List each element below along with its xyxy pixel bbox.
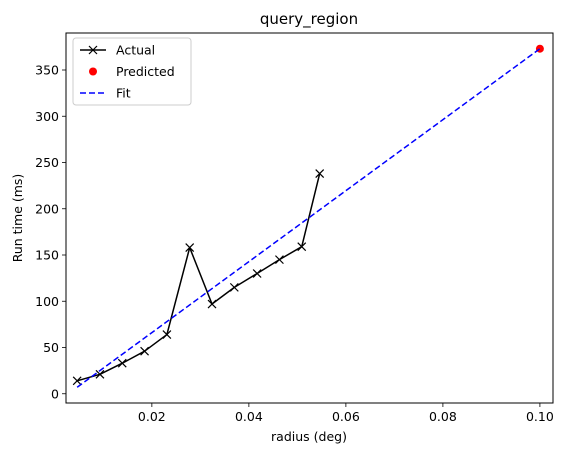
legend-marker — [88, 45, 98, 55]
actual-point — [140, 346, 150, 356]
y-tick-label: 200 — [35, 201, 59, 216]
actual-point — [72, 376, 82, 386]
marker-stroke — [252, 269, 262, 278]
x-tick-label: 0.04 — [235, 409, 263, 424]
marker-stroke — [229, 282, 239, 292]
x-tick-label: 0.02 — [138, 409, 166, 424]
actual-point — [207, 299, 217, 309]
legend-label: Actual — [116, 43, 155, 58]
marker-stroke — [117, 358, 127, 368]
marker-stroke — [95, 369, 105, 379]
y-tick-label: 50 — [43, 340, 59, 355]
marker-stroke — [315, 169, 325, 179]
plot-frame — [65, 32, 554, 404]
marker-stroke — [88, 45, 98, 55]
chart-title: query_region — [260, 10, 358, 29]
actual-point — [252, 269, 262, 278]
marker-stroke — [207, 299, 217, 309]
y-tick-label: 0 — [51, 386, 59, 401]
x-tick-label: 0.10 — [526, 409, 554, 424]
actual-point — [185, 243, 195, 253]
legend-item: Predicted — [89, 64, 175, 79]
legend-swatch-predicted — [89, 67, 97, 76]
actual-point — [229, 282, 239, 292]
marker-stroke — [162, 330, 172, 339]
fit-line — [76, 48, 541, 388]
actual-point — [117, 358, 127, 368]
y-tick-label: 150 — [35, 248, 59, 263]
y-axis-label: Run time (ms) — [10, 174, 25, 263]
actual-point — [275, 255, 284, 265]
actual-line — [76, 173, 321, 382]
marker-stroke — [140, 346, 150, 356]
legend-item: Actual — [80, 43, 155, 58]
legend-label: Fit — [116, 86, 131, 101]
marker-stroke — [297, 242, 307, 252]
legend-label: Predicted — [116, 64, 175, 79]
y-tick-label: 300 — [35, 109, 59, 124]
y-axis: 0 50 100 150 200 250 300 350 — [35, 63, 66, 401]
actual-point — [95, 369, 105, 379]
x-axis-label: radius (deg) — [271, 429, 347, 444]
y-tick-label: 100 — [35, 294, 59, 309]
actual-point — [297, 242, 307, 252]
marker-stroke — [72, 376, 82, 386]
actual-point — [162, 330, 172, 339]
marker-stroke — [275, 255, 284, 265]
plot-area — [72, 44, 544, 388]
legend-box — [72, 37, 192, 106]
x-axis: 0.02 0.04 0.06 0.08 0.10 — [138, 403, 554, 424]
marker-stroke — [185, 243, 195, 253]
legend: Actual Predicted Fit — [72, 37, 192, 106]
actual-point — [315, 169, 325, 179]
x-tick-label: 0.08 — [429, 409, 457, 424]
x-tick-label: 0.06 — [332, 409, 360, 424]
y-tick-label: 350 — [35, 63, 59, 78]
y-tick-label: 250 — [35, 155, 59, 170]
legend-item: Fit — [80, 86, 131, 101]
